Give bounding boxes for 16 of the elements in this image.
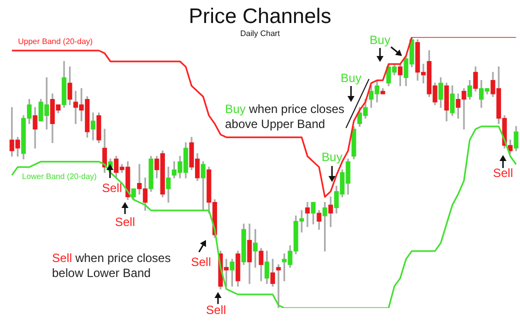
- annotation: Buy: [322, 150, 342, 164]
- annotation: Buy: [370, 33, 390, 47]
- candlestick: [276, 264, 281, 308]
- chart-subtitle: Daily Chart: [240, 29, 281, 38]
- annotation: Sell: [190, 255, 212, 269]
- series-label: Lower Band (20-day): [22, 172, 98, 181]
- annotation: Buy: [340, 71, 362, 85]
- chart-title: Price Channels: [188, 5, 332, 28]
- annotation: Buy when price closes above Upper Band: [225, 102, 344, 131]
- annotation: Sell: [102, 181, 122, 195]
- annotation: Sell: [206, 303, 226, 317]
- annotation: Sell: [492, 166, 514, 180]
- annotation: Sell when price closes below Lower Band: [52, 251, 171, 280]
- candlestick: [305, 202, 310, 228]
- series-label: Upper Band (20-day): [18, 37, 94, 46]
- annotation: Sell: [114, 215, 136, 229]
